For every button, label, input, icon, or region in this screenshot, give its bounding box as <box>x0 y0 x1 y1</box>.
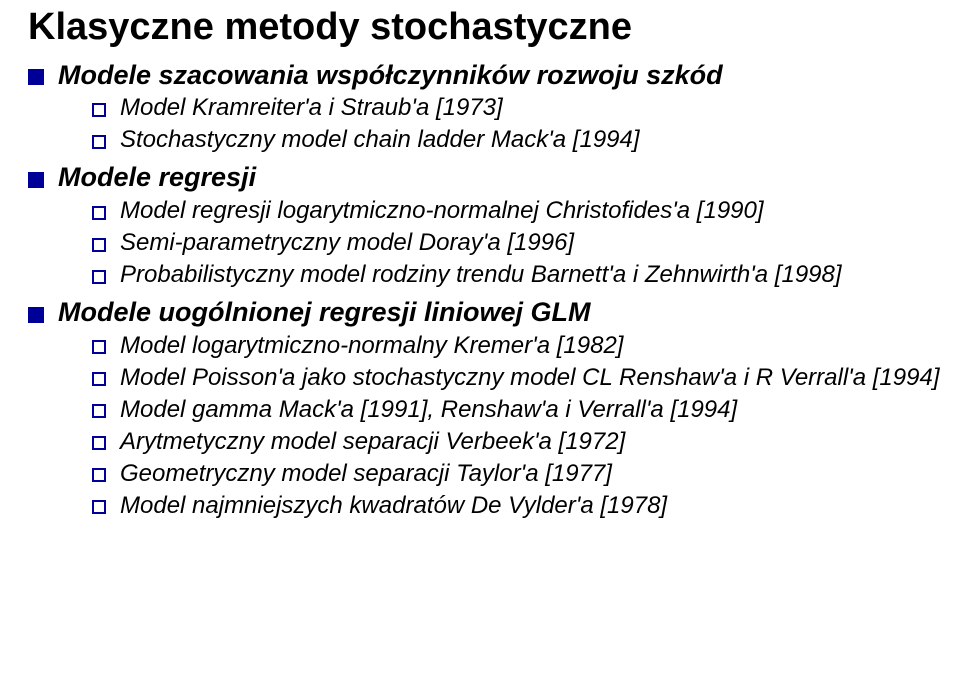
list-item: Model gamma Mack'a [1991], Renshaw'a i V… <box>92 395 950 425</box>
list-item: Geometryczny model separacji Taylor'a [1… <box>92 459 950 489</box>
bullet-list-level1: Modele szacowania współczynników rozwoju… <box>28 59 950 522</box>
section-2-heading: Modele regresji <box>58 162 256 192</box>
list-item: Probabilistyczny model rodziny trendu Ba… <box>92 260 950 290</box>
list-item: Stochastyczny model chain ladder Mack'a … <box>92 125 950 155</box>
list-item: Semi-parametryczny model Doray'a [1996] <box>92 228 950 258</box>
slide-title: Klasyczne metody stochastyczne <box>28 6 950 49</box>
section-1: Modele szacowania współczynników rozwoju… <box>28 59 950 156</box>
list-item: Model regresji logarytmiczno-normalnej C… <box>92 196 950 226</box>
section-3: Modele uogólnionej regresji liniowej GLM… <box>28 296 950 521</box>
list-item: Model Poisson'a jako stochastyczny model… <box>92 363 950 393</box>
list-item: Model najmniejszych kwadratów De Vylder'… <box>92 491 950 521</box>
section-2: Modele regresji Model regresji logarytmi… <box>28 161 950 290</box>
list-item: Arytmetyczny model separacji Verbeek'a [… <box>92 427 950 457</box>
section-1-items: Model Kramreiter'a i Straub'a [1973] Sto… <box>58 93 950 155</box>
list-item: Model Kramreiter'a i Straub'a [1973] <box>92 93 950 123</box>
section-2-items: Model regresji logarytmiczno-normalnej C… <box>58 196 950 290</box>
slide: Klasyczne metody stochastyczne Modele sz… <box>0 0 960 537</box>
section-3-items: Model logarytmiczno-normalny Kremer'a [1… <box>58 331 950 521</box>
list-item: Model logarytmiczno-normalny Kremer'a [1… <box>92 331 950 361</box>
section-1-heading: Modele szacowania współczynników rozwoju… <box>58 60 723 90</box>
section-3-heading: Modele uogólnionej regresji liniowej GLM <box>58 297 591 327</box>
